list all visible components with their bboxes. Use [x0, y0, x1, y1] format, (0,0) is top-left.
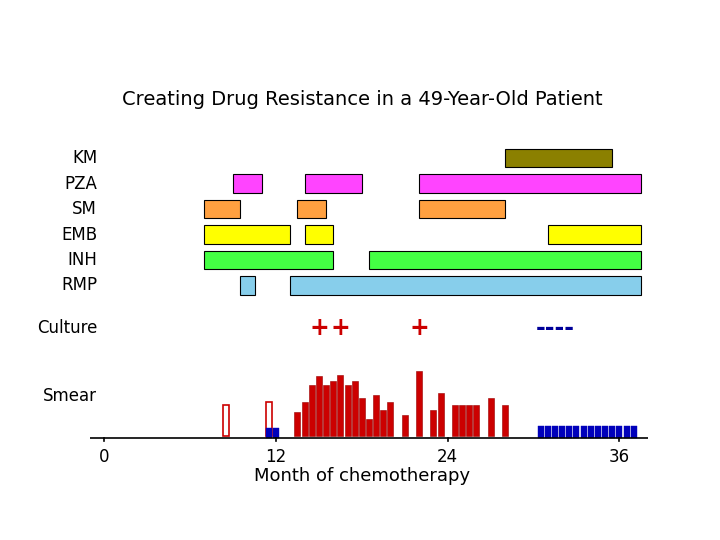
Text: PZA: PZA: [64, 174, 97, 193]
Bar: [631, 426, 636, 438]
Bar: [473, 405, 480, 436]
Bar: [266, 402, 272, 436]
Text: EMB: EMB: [61, 226, 97, 244]
Bar: [567, 426, 572, 438]
Text: Culture: Culture: [37, 319, 97, 337]
Bar: [294, 412, 300, 436]
Bar: [369, 251, 641, 269]
Text: 12: 12: [266, 448, 287, 467]
Bar: [431, 410, 436, 436]
Bar: [487, 399, 494, 436]
Bar: [233, 174, 261, 193]
Bar: [266, 428, 272, 438]
Text: SM: SM: [72, 200, 97, 218]
Bar: [552, 426, 558, 438]
Bar: [305, 225, 333, 244]
Bar: [624, 426, 629, 438]
Text: +: +: [330, 316, 350, 340]
Bar: [204, 225, 290, 244]
Bar: [602, 426, 608, 438]
Bar: [616, 426, 622, 438]
Bar: [595, 426, 601, 438]
Bar: [290, 276, 641, 295]
Text: +: +: [409, 316, 429, 340]
Bar: [204, 200, 240, 218]
Text: RMP: RMP: [61, 276, 97, 294]
Text: +: +: [309, 316, 329, 340]
Bar: [223, 405, 229, 436]
Bar: [366, 418, 372, 436]
Bar: [573, 426, 580, 438]
Bar: [609, 426, 615, 438]
Bar: [305, 174, 362, 193]
Bar: [240, 276, 255, 295]
Bar: [466, 405, 472, 436]
Bar: [351, 381, 358, 436]
Text: Smear: Smear: [43, 387, 97, 405]
Text: 24: 24: [437, 448, 458, 467]
Bar: [273, 428, 279, 438]
Bar: [204, 251, 333, 269]
Bar: [373, 395, 379, 436]
Text: 0: 0: [99, 448, 109, 467]
Text: Month of chemotherapy: Month of chemotherapy: [253, 467, 470, 485]
Bar: [548, 225, 641, 244]
Text: KM: KM: [72, 149, 97, 167]
Bar: [380, 410, 387, 436]
Text: INH: INH: [67, 251, 97, 269]
Text: 36: 36: [609, 448, 630, 467]
Bar: [323, 384, 329, 436]
Bar: [452, 405, 458, 436]
Bar: [559, 426, 565, 438]
Bar: [316, 376, 322, 436]
Bar: [387, 402, 393, 436]
Bar: [416, 371, 422, 436]
Bar: [345, 384, 351, 436]
Bar: [538, 426, 544, 438]
Bar: [502, 405, 508, 436]
Bar: [419, 200, 505, 218]
Text: Creating Drug Resistance in a 49-Year-Old Patient: Creating Drug Resistance in a 49-Year-Ol…: [122, 90, 602, 109]
Bar: [588, 426, 594, 438]
Bar: [419, 174, 641, 193]
Text: ----: ----: [536, 316, 575, 340]
Bar: [309, 384, 315, 436]
Bar: [330, 381, 336, 436]
Bar: [505, 149, 612, 167]
Bar: [359, 399, 365, 436]
Bar: [402, 415, 408, 436]
Bar: [459, 405, 465, 436]
Bar: [338, 375, 343, 436]
Bar: [545, 426, 551, 438]
Bar: [580, 426, 587, 438]
Bar: [438, 393, 444, 436]
Bar: [302, 402, 307, 436]
Bar: [297, 200, 326, 218]
